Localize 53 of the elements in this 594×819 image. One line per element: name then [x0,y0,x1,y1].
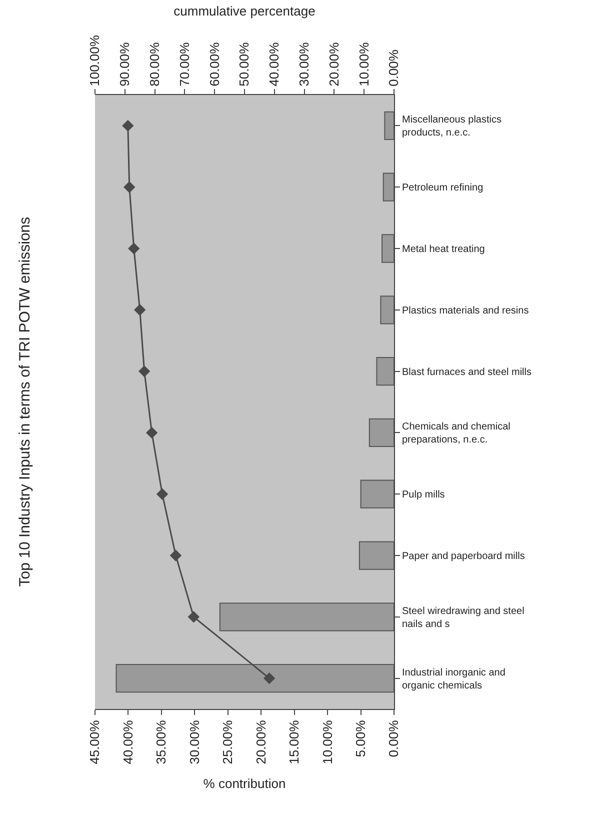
y-tick-label: Paper and paperboard mills [402,551,525,562]
y-tick-label: Pulp mills [402,490,445,501]
bar [382,172,394,202]
point [134,304,146,316]
x2-tick-label: 90.00% [117,42,132,86]
text: Top 10 Industry Inputs in terms of TRI POTW emissions [16,216,34,587]
bar [380,296,394,324]
x-tick-label: 30.00% [186,720,202,764]
x-tick-label: 45.00% [87,720,102,764]
y-tick-label: Petroleum refining [402,182,484,194]
x2-tick-label: 80.00% [147,42,162,86]
bar [360,480,394,508]
x-tick-label: 40.00% [120,720,136,764]
point [156,488,168,500]
point [138,365,150,378]
bar [358,541,394,570]
x2-tick-label: 100.00% [87,34,102,86]
point [146,426,158,439]
x2-tick-label: 20.00% [326,42,342,86]
x2-tick-label: 70.00% [176,42,192,86]
bar [368,418,394,448]
point [122,120,134,132]
y-tick-label: Plastics materials and resins [402,305,529,316]
y-tick-label: Chemicals and chemical preparations, n.e.c. [402,422,510,446]
y-tick-label: Metal heat treating [402,244,485,255]
x2-tick-label: 50.00% [236,42,252,86]
point [188,611,200,623]
point [170,550,182,562]
y-tick-label: Steel wiredrawing and steel nails and s [402,606,524,630]
point [128,242,140,254]
point [124,181,136,193]
x-tick-label: 25.00% [220,720,236,764]
x2-axis-title: cummulative percentage [174,4,316,19]
bar [376,356,394,386]
x2-tick-label: 0.00% [386,49,402,86]
x-tick-label: 35.00% [154,720,169,764]
point [263,672,276,684]
x-axis-title: % contribution [203,776,286,791]
y-tick-label: Blast furnaces and steel mills [402,366,532,378]
bar [384,111,394,140]
bar [219,602,394,632]
x2-tick-label: 40.00% [266,42,282,86]
x2-tick-label: 60.00% [206,42,222,86]
x-tick-label: 5.00% [353,720,368,758]
y-tick-label: Miscellaneous plastics products, n.e.c. [402,114,502,139]
x2-tick-label: 30.00% [296,42,312,86]
x-tick-label: 20.00% [253,720,268,764]
x-tick-label: 10.00% [320,720,335,764]
x2-tick-label: 10.00% [356,42,372,86]
y-tick-label: Industrial inorganic and organic chemicals [402,667,506,692]
bar [382,234,394,263]
x-tick-label: 15.00% [286,720,302,764]
x-tick-label: 0.00% [386,720,402,758]
